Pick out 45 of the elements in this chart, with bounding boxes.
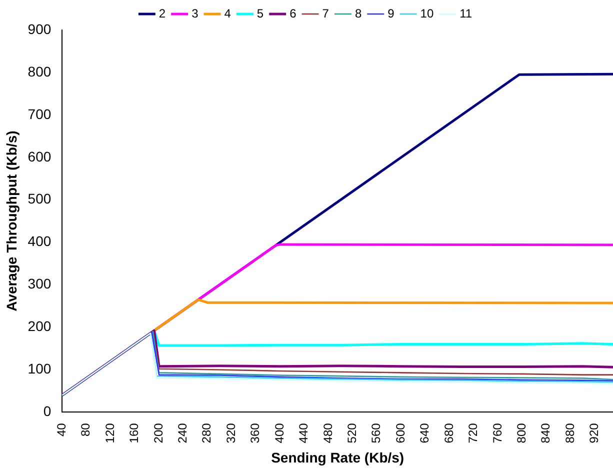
x-tick-label: 120 [102,422,117,444]
x-tick-label: 560 [369,422,384,444]
legend-label: 2 [158,6,166,20]
x-tick-label: 280 [200,422,214,444]
legend-label: 10 [420,6,434,20]
y-tick-label: 0 [43,403,52,420]
y-tick-label: 400 [28,233,52,250]
x-tick-label: 800 [514,422,529,444]
y-tick-label: 300 [28,276,52,292]
y-tick-label: 800 [28,63,52,80]
x-tick-label: 760 [490,422,504,444]
legend-label: 4 [224,6,232,20]
y-tick-label: 500 [28,190,52,207]
x-tick-label: 600 [393,422,408,444]
legend-label: 3 [192,6,199,20]
x-tick-label: 80 [78,422,93,437]
y-tick-label: 100 [28,360,52,377]
x-tick-label: 160 [127,422,142,444]
x-tick-label: 360 [248,422,262,444]
y-tick-label: 600 [28,148,52,164]
x-tick-label: 840 [538,422,553,444]
x-tick-label: 920 [587,422,602,444]
x-tick-label: 240 [176,422,190,444]
legend-label: 9 [388,6,395,20]
x-tick-label: 440 [296,422,311,444]
x-tick-label: 720 [466,422,480,444]
legend-label: 11 [460,6,472,20]
x-axis-title: Sending Rate (Kb/s) [271,449,404,466]
x-tick-label: 480 [320,422,335,444]
x-tick-label: 320 [224,422,238,444]
x-tick-label: 40 [54,422,68,437]
y-tick-label: 700 [28,106,52,122]
legend-label: 5 [256,6,264,20]
x-tick-label: 400 [272,422,286,444]
legend-label: 7 [322,6,330,20]
legend-label: 6 [290,6,297,20]
y-tick-label: 200 [28,318,52,334]
x-tick-label: 880 [562,422,577,444]
y-axis-title: Average Throughput (Kb/s) [3,130,20,312]
x-tick-label: 520 [345,422,360,444]
x-tick-label: 200 [151,422,166,444]
x-tick-label: 640 [418,422,432,444]
x-tick-label: 680 [442,422,456,444]
y-tick-label: 900 [28,20,52,37]
legend-label: 8 [354,6,362,20]
